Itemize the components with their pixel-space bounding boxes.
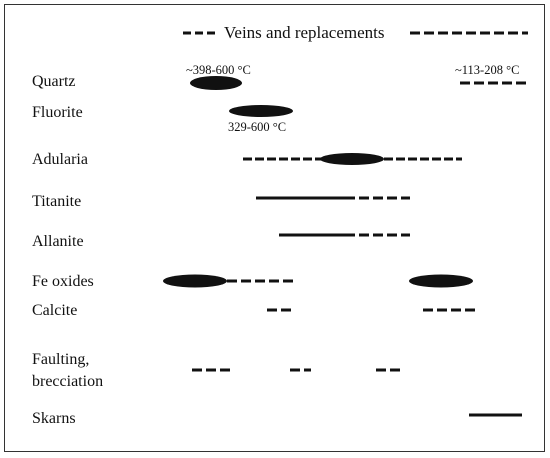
row-label-adularia: Adularia (32, 151, 88, 168)
diagram-title: Veins and replacements (224, 23, 385, 42)
fe-oxides-late-lens (409, 274, 473, 288)
row-quartz: ~398-600 °C ~113-208 °C (186, 63, 528, 90)
row-label-fluorite: Fluorite (32, 104, 83, 121)
row-label-skarns: Skarns (32, 410, 76, 427)
fe-oxides-early-lens (163, 274, 227, 288)
row-fluorite: 329-600 °C (228, 105, 293, 134)
quartz-early-lens (190, 76, 242, 90)
row-label-quartz: Quartz (32, 73, 76, 90)
quartz-early-temp: ~398-600 °C (186, 63, 251, 77)
row-label-fe-oxides: Fe oxides (32, 273, 94, 290)
row-adularia (243, 153, 462, 165)
row-label-allanite: Allanite (32, 233, 84, 250)
fluorite-lens (229, 105, 293, 117)
row-label-calcite: Calcite (32, 302, 77, 319)
diagram-frame (4, 4, 545, 452)
row-fe-oxides (163, 274, 473, 288)
row-label-titanite: Titanite (32, 193, 81, 210)
row-label-brecciation: brecciation (32, 373, 103, 390)
row-labels: Quartz Fluorite Adularia Titanite Allani… (32, 73, 103, 427)
adularia-lens (320, 153, 384, 165)
header: Veins and replacements (183, 23, 528, 42)
row-label-faulting: Faulting, (32, 351, 89, 368)
fluorite-temp: 329-600 °C (228, 120, 286, 134)
quartz-late-temp: ~113-208 °C (455, 63, 519, 77)
